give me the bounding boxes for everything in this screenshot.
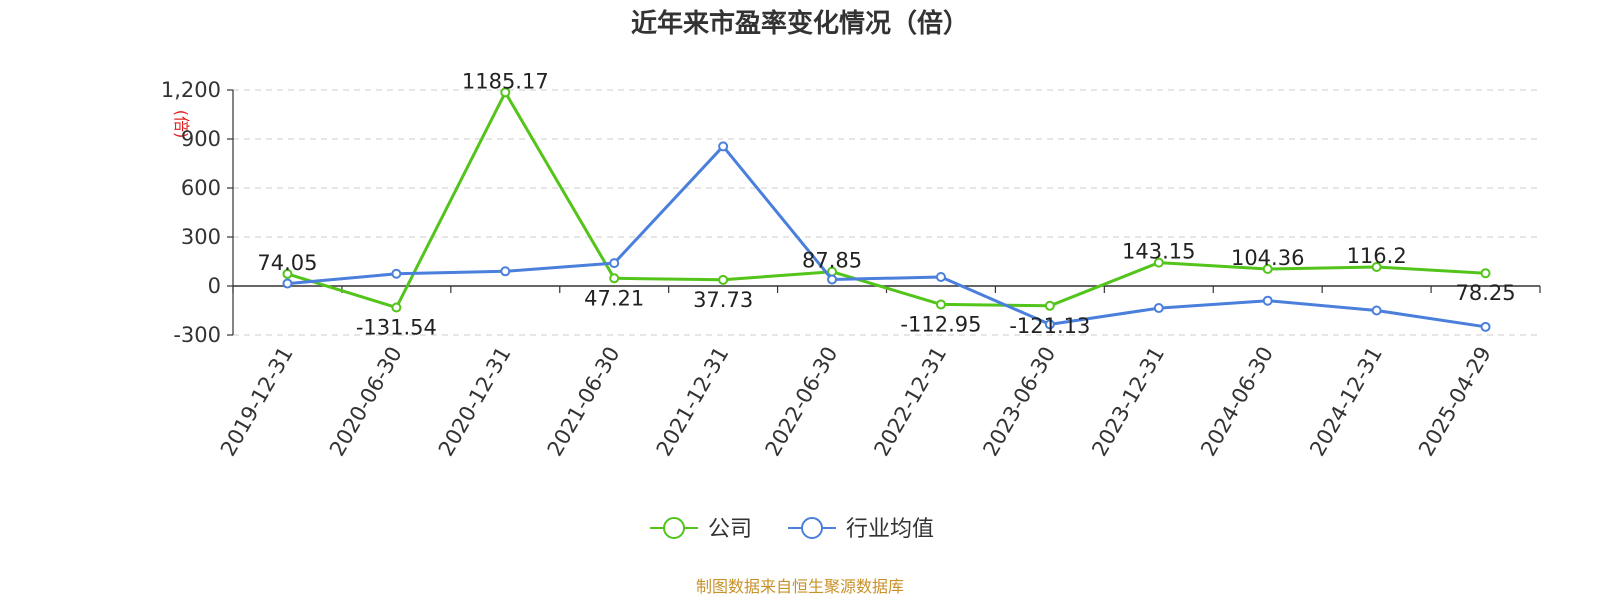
data-point-marker — [1262, 263, 1273, 274]
data-point-marker — [609, 258, 620, 269]
y-tick-label: 1,200 — [161, 78, 221, 102]
data-label: 47.21 — [584, 286, 644, 310]
data-source-note: 制图数据来自恒生聚源数据库 — [696, 577, 904, 596]
data-label: -131.54 — [356, 315, 437, 339]
legend: 公司 行业均值 — [650, 517, 934, 542]
grid-lines — [233, 89, 1540, 336]
data-label: 104.36 — [1231, 246, 1304, 270]
series-line-0 — [287, 90, 1486, 309]
data-point-marker — [1262, 295, 1273, 306]
data-label: 87.85 — [802, 249, 862, 273]
data-point-marker — [935, 299, 946, 310]
x-tick-label: 2025-04-29 — [1414, 343, 1496, 461]
data-labels: 74.05 -131.54 1185.17 47.21 37.73 87.85 -112.9… — [257, 69, 1515, 339]
y-tick-label: 600 — [181, 176, 221, 200]
data-point-marker — [718, 274, 729, 285]
data-label: 143.15 — [1122, 240, 1195, 264]
data-label: -112.95 — [900, 312, 981, 336]
data-label: 37.73 — [693, 288, 753, 312]
data-point-marker — [282, 278, 293, 289]
data-label: 1185.17 — [462, 69, 549, 93]
data-point-marker — [1153, 257, 1164, 268]
data-point-marker — [282, 268, 293, 279]
data-point-marker — [391, 302, 402, 313]
x-tick-label: 2019-12-31 — [216, 343, 298, 461]
data-point-marker — [391, 268, 402, 279]
x-tick-label: 2024-06-30 — [1196, 343, 1278, 461]
data-point-marker — [500, 266, 511, 277]
x-tick-label: 2021-06-30 — [543, 343, 625, 461]
data-label: 116.2 — [1347, 244, 1407, 268]
legend-circle-swatch — [663, 517, 685, 539]
legend-item-1[interactable]: 行业均值 — [788, 517, 934, 542]
x-tick-label: 2023-06-30 — [978, 343, 1060, 461]
y-tick-label: -300 — [173, 323, 221, 347]
data-point-marker — [1371, 262, 1382, 273]
y-tick-label: 900 — [181, 127, 221, 151]
data-point-marker — [1371, 305, 1382, 316]
x-tick-label: 2020-12-31 — [434, 342, 516, 460]
data-point-marker — [1480, 321, 1491, 332]
data-point-marker — [1044, 319, 1055, 330]
x-tick-label: 2022-06-30 — [761, 343, 843, 461]
x-tick-label: 2023-12-31 — [1087, 343, 1169, 461]
x-tick-label: 2024-12-31 — [1305, 343, 1387, 461]
data-point-marker — [609, 273, 620, 284]
x-tick-label: 2022-12-31 — [869, 342, 951, 460]
legend-label: 公司 — [708, 517, 752, 542]
data-label: 78.25 — [1455, 281, 1515, 305]
x-tick-label: 2020-06-30 — [325, 343, 407, 461]
legend-label: 行业均值 — [846, 517, 934, 542]
legend-circle-swatch — [801, 517, 823, 539]
data-point-marker — [1044, 300, 1055, 311]
legend-item-0[interactable]: 公司 — [650, 517, 752, 542]
data-point-marker — [935, 272, 946, 283]
y-axis-unit-label: (倍) — [172, 110, 191, 139]
data-point-marker — [718, 141, 729, 152]
chart-title: 近年来市盈率变化情况（倍） — [631, 8, 969, 39]
data-label: -121.13 — [1009, 314, 1090, 338]
data-point-marker — [500, 87, 511, 98]
data-label: 74.05 — [257, 251, 317, 275]
series-lines — [282, 87, 1491, 332]
y-tick-label: 0 — [208, 274, 221, 298]
series-line-1 — [287, 144, 1486, 329]
y-tick-label: 300 — [181, 225, 221, 249]
data-point-marker — [1480, 268, 1491, 279]
data-point-marker — [1153, 303, 1164, 314]
x-tick-label: 2021-12-31 — [652, 343, 734, 461]
data-point-marker — [827, 274, 838, 285]
